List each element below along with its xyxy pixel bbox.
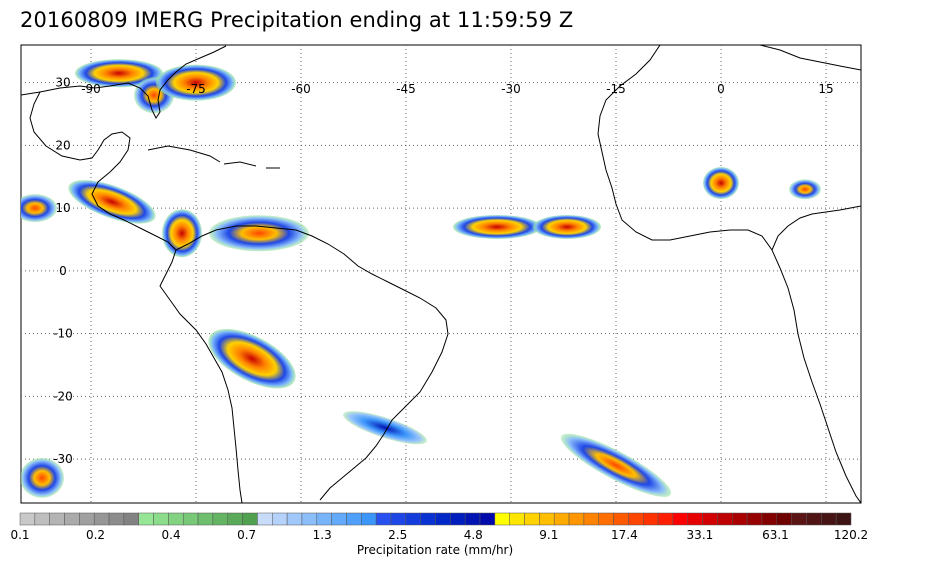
colorbar-swatch — [658, 513, 673, 525]
colorbar-swatch — [465, 513, 480, 525]
colorbar-swatch — [599, 513, 614, 525]
precip-system-sahel-east — [789, 179, 821, 199]
lat-tick-label: 30 — [55, 76, 70, 90]
colorbar-swatch — [361, 513, 376, 525]
lat-tick-label: -10 — [53, 327, 73, 341]
colorbar-swatch — [317, 513, 332, 525]
colorbar-swatch — [287, 513, 302, 525]
colorbar-swatch — [243, 513, 258, 525]
colorbar-swatch — [525, 513, 540, 525]
colorbar-tick-label: 9.1 — [539, 528, 558, 542]
colorbar-swatch — [79, 513, 94, 525]
map-frame — [21, 45, 861, 503]
colorbar-swatch — [806, 513, 821, 525]
lon-tick-label: 15 — [818, 82, 833, 96]
colorbar-unit-label: Precipitation rate (mm/hr) — [0, 543, 870, 557]
colorbar-swatch — [777, 513, 792, 525]
colorbar-tick-label: 0.7 — [237, 528, 256, 542]
colorbar-swatch — [732, 513, 747, 525]
colorbar-swatch — [376, 513, 391, 525]
lat-tick-label: 0 — [59, 264, 67, 278]
colorbar-swatch — [569, 513, 584, 525]
colorbar-swatch — [302, 513, 317, 525]
colorbar-swatch — [391, 513, 406, 525]
lat-tick-label: -30 — [53, 452, 73, 466]
colorbar-tick-label: 0.1 — [10, 528, 29, 542]
precip-system-itcz-east — [533, 215, 601, 239]
colorbar-swatch — [436, 513, 451, 525]
colorbar-swatch — [168, 513, 183, 525]
colorbar-swatch — [421, 513, 436, 525]
precip-system-west-africa — [703, 167, 739, 199]
precip-system-venezuela — [209, 215, 309, 251]
precipitation-map: -90 -75 -60 -45 -30 -15 0 15 30 20 10 0 -10 -20 -30 0.… — [0, 0, 944, 571]
colorbar-swatch — [20, 513, 35, 525]
lon-tick-label: -30 — [501, 82, 521, 96]
colorbar-swatch — [50, 513, 65, 525]
colorbar-tick-label: 0.2 — [86, 528, 105, 542]
colorbar-swatch — [510, 513, 525, 525]
colorbar-swatch — [124, 513, 139, 525]
lon-tick-label: -15 — [606, 82, 626, 96]
colorbar-tick-label: 17.4 — [611, 528, 638, 542]
colorbar-swatch — [554, 513, 569, 525]
colorbar — [20, 513, 851, 525]
colorbar-tick-label: 33.1 — [687, 528, 714, 542]
colorbar-swatch — [717, 513, 732, 525]
colorbar-swatch — [821, 513, 836, 525]
colorbar-swatch — [346, 513, 361, 525]
colorbar-tick-label: 0.4 — [162, 528, 181, 542]
colorbar-swatch — [139, 513, 154, 525]
colorbar-swatch — [35, 513, 50, 525]
colorbar-swatch — [332, 513, 347, 525]
colorbar-swatch — [94, 513, 109, 525]
colorbar-tick-label: 1.3 — [313, 528, 332, 542]
colorbar-tick-label: 120.2 — [834, 528, 868, 542]
colorbar-tick-label: 63.1 — [762, 528, 789, 542]
colorbar-tick-label: 2.5 — [388, 528, 407, 542]
colorbar-swatch — [539, 513, 554, 525]
colorbar-swatch — [480, 513, 495, 525]
colorbar-swatch — [183, 513, 198, 525]
colorbar-swatch — [584, 513, 599, 525]
colorbar-swatch — [643, 513, 658, 525]
colorbar-swatch — [836, 513, 851, 525]
colorbar-swatch — [673, 513, 688, 525]
colorbar-swatch — [272, 513, 287, 525]
colorbar-swatch — [228, 513, 243, 525]
colorbar-swatch — [406, 513, 421, 525]
colorbar-swatch — [628, 513, 643, 525]
lon-tick-label: -60 — [291, 82, 311, 96]
colorbar-swatch — [109, 513, 124, 525]
colorbar-swatch — [257, 513, 272, 525]
colorbar-swatch — [213, 513, 228, 525]
colorbar-swatch — [154, 513, 169, 525]
colorbar-swatch — [65, 513, 80, 525]
lat-tick-label: 20 — [55, 138, 70, 152]
colorbar-swatch — [614, 513, 629, 525]
colorbar-tick-label: 4.8 — [464, 528, 483, 542]
colorbar-swatch — [703, 513, 718, 525]
colorbar-swatch — [495, 513, 510, 525]
colorbar-swatch — [688, 513, 703, 525]
lon-tick-label: -90 — [81, 82, 101, 96]
lat-tick-label: -20 — [53, 389, 73, 403]
colorbar-swatch — [762, 513, 777, 525]
lon-tick-label: 0 — [717, 82, 725, 96]
colorbar-swatch — [198, 513, 213, 525]
colorbar-swatch — [747, 513, 762, 525]
lon-tick-label: -75 — [186, 82, 206, 96]
precip-system-panama-colombia — [162, 209, 202, 257]
colorbar-tick-labels: 0.1 0.2 0.4 0.7 1.3 2.5 4.8 9.1 17.4 33.1 63.1 120.… — [10, 528, 868, 542]
precip-system-pacific-west — [13, 194, 57, 222]
colorbar-swatch — [450, 513, 465, 525]
lon-tick-label: -45 — [396, 82, 416, 96]
lat-tick-label: 10 — [55, 201, 70, 215]
precip-system-itcz-central — [453, 215, 541, 239]
colorbar-swatch — [792, 513, 807, 525]
